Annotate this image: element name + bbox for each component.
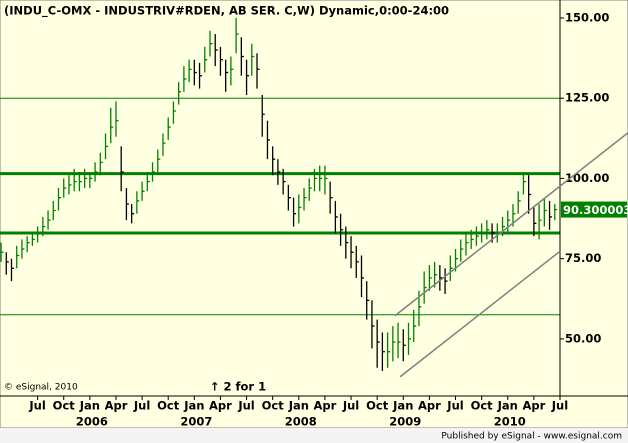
trend-line	[399, 250, 561, 378]
x-tick-label: Jul	[237, 399, 254, 413]
x-tick-label: Oct	[471, 399, 494, 413]
annotation: ↑ 2 for 1	[210, 380, 266, 394]
year-label: 2007	[180, 415, 212, 429]
chart-background	[0, 0, 628, 429]
x-tick-label: Apr	[418, 399, 441, 413]
x-tick-label: Jan	[392, 399, 413, 413]
last-value-label: 90.300003	[563, 203, 628, 217]
x-tick-label: Apr	[522, 399, 545, 413]
x-tick-label: Apr	[314, 399, 337, 413]
x-tick-label: Apr	[105, 399, 128, 413]
footer-bar	[0, 428, 628, 443]
footer: Published by eSignal - www.esignal.com	[441, 432, 622, 442]
x-tick-label: Oct	[53, 399, 76, 413]
x-tick-label: Jul	[342, 399, 359, 413]
x-tick-label: Jul	[551, 399, 568, 413]
x-tick-label: Oct	[366, 399, 389, 413]
y-tick-label: 150.00	[565, 10, 609, 24]
year-label: 2010	[494, 415, 526, 429]
chart-title: (INDU_C-OMX - INDUSTRIV#RDEN, AB SER. C,…	[4, 4, 449, 19]
x-tick-label: Jul	[28, 399, 45, 413]
trend-line	[394, 132, 628, 317]
plot-area	[0, 17, 560, 371]
x-tick-label: Oct	[157, 399, 180, 413]
last-value-box	[561, 201, 627, 218]
y-tick-label: 50.00	[565, 331, 601, 345]
year-label: 2006	[76, 415, 108, 429]
year-label: 2009	[389, 415, 421, 429]
y-tick-label: 75.00	[565, 251, 601, 265]
x-tick-label: Jul	[446, 399, 463, 413]
x-tick-label: Jan	[288, 399, 309, 413]
x-tick-label: Jan	[497, 399, 518, 413]
copyright: © eSignal, 2010	[4, 383, 78, 393]
x-tick-label: Jan	[79, 399, 100, 413]
x-tick-label: Oct	[262, 399, 285, 413]
y-tick-label: 125.00	[565, 91, 609, 105]
x-tick-label: Apr	[209, 399, 232, 413]
x-tick-label: Jul	[133, 399, 150, 413]
x-tick-label: Jan	[183, 399, 204, 413]
year-label: 2008	[285, 415, 317, 429]
